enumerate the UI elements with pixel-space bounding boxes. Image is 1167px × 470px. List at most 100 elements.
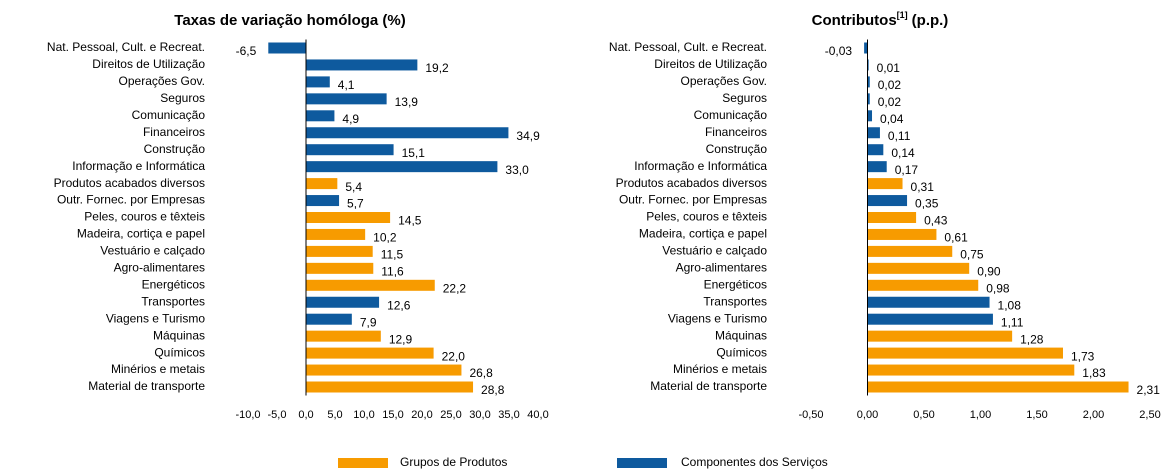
value-label: 0,14	[891, 146, 915, 160]
bar	[306, 195, 340, 207]
x-tick-label: 35,0	[498, 409, 519, 421]
x-tick-label: 40,0	[527, 409, 548, 421]
value-label: 1,28	[1020, 332, 1044, 346]
value-label: 1,83	[1082, 366, 1106, 380]
category-label: Transportes	[141, 294, 205, 308]
category-label: Material de transporte	[88, 379, 205, 393]
value-label: 0,02	[878, 78, 902, 92]
category-label: Máquinas	[153, 328, 205, 342]
value-label: 34,9	[516, 129, 540, 143]
value-label: 0,43	[924, 214, 948, 228]
bar	[867, 59, 869, 71]
category-label: Peles, couros e têxteis	[646, 210, 767, 224]
value-label: 1,08	[998, 298, 1022, 312]
bar	[867, 212, 917, 223]
bar	[306, 330, 381, 342]
bar	[867, 347, 1063, 359]
x-tick-label: 5,0	[327, 409, 342, 421]
category-label: Químicos	[716, 345, 767, 359]
bar	[867, 76, 870, 88]
bar	[306, 262, 374, 274]
bar	[867, 144, 884, 156]
title-text: Contributos	[812, 12, 897, 29]
bar	[867, 262, 970, 274]
category-label: Produtos acabados diversos	[616, 176, 767, 190]
value-label: 0,01	[877, 61, 901, 75]
value-label: 11,6	[381, 265, 404, 279]
category-label: Operações Gov.	[681, 74, 767, 88]
category-label: Direitos de Utilização	[654, 57, 767, 71]
bar	[867, 245, 953, 257]
bar	[306, 364, 462, 376]
legend-label: Componentes dos Serviços	[681, 455, 828, 469]
x-tick-label: 30,0	[469, 409, 490, 421]
category-label: Transportes	[703, 294, 767, 308]
x-tick-label: 2,00	[1083, 409, 1104, 421]
category-label: Outr. Fornec. por Empresas	[619, 193, 767, 207]
x-tick-label: -5,0	[268, 409, 287, 421]
category-label: Viagens e Turismo	[668, 311, 767, 325]
value-label: 22,2	[443, 281, 467, 295]
category-label: Produtos acabados diversos	[54, 176, 205, 190]
bar	[867, 279, 979, 291]
category-label: Financeiros	[705, 125, 767, 139]
category-label: Peles, couros e têxteis	[84, 210, 205, 224]
category-label: Máquinas	[715, 328, 767, 342]
category-label: Comunicação	[694, 108, 768, 122]
value-label: 0,61	[944, 231, 968, 245]
bar	[867, 313, 993, 325]
chart-title: Contributos[1] (p.p.)	[812, 10, 949, 29]
category-label: Seguros	[722, 91, 767, 105]
value-label: 7,9	[360, 315, 377, 329]
category-label: Energéticos	[142, 277, 205, 291]
legend-swatch	[617, 458, 667, 468]
bar	[867, 228, 937, 240]
bar	[306, 127, 509, 139]
value-label: 0,02	[878, 95, 902, 109]
x-tick-label: 1,50	[1026, 409, 1047, 421]
x-tick-label: 0,00	[857, 409, 878, 421]
value-label: 0,35	[915, 197, 939, 211]
x-tick-label: 1,00	[970, 409, 991, 421]
category-label: Minérios e metais	[673, 362, 767, 376]
bar	[867, 93, 870, 105]
value-label: 22,0	[442, 349, 466, 363]
value-label: 0,31	[911, 180, 935, 194]
value-label: 1,11	[1001, 315, 1024, 329]
bar	[268, 42, 306, 54]
bar	[867, 330, 1013, 342]
category-label: Nat. Pessoal, Cult. e Recreat.	[609, 40, 767, 54]
legend-label: Grupos de Produtos	[400, 455, 507, 469]
value-label: -0,03	[825, 44, 853, 58]
bar	[867, 364, 1075, 376]
bar	[306, 161, 498, 173]
bar	[867, 110, 873, 122]
x-tick-label: 20,0	[411, 409, 432, 421]
category-label: Comunicação	[132, 108, 206, 122]
value-label: 2,31	[1137, 383, 1161, 397]
value-label: 0,98	[986, 281, 1010, 295]
value-label: 10,2	[373, 231, 397, 245]
bar	[864, 42, 868, 54]
x-tick-label: 0,50	[913, 409, 934, 421]
category-label: Viagens e Turismo	[106, 311, 205, 325]
title-superscript: [1]	[897, 10, 908, 20]
category-label: Operações Gov.	[119, 74, 205, 88]
category-label: Informação e Informática	[72, 159, 205, 173]
value-label: 13,9	[395, 95, 419, 109]
bar	[306, 76, 330, 88]
value-label: 5,7	[347, 197, 364, 211]
category-label: Construção	[706, 142, 768, 156]
value-label: 0,75	[960, 248, 984, 262]
bar	[867, 127, 880, 139]
bar	[867, 195, 908, 207]
title-unit: (p.p.)	[912, 12, 949, 29]
category-label: Vestuário e calçado	[100, 244, 205, 258]
category-label: Seguros	[160, 91, 205, 105]
category-label: Outr. Fornec. por Empresas	[57, 193, 205, 207]
value-label: 14,5	[398, 214, 422, 228]
chart-title: Taxas de variação homóloga (%)	[174, 12, 405, 29]
bar	[306, 279, 435, 291]
category-label: Vestuário e calçado	[662, 244, 767, 258]
